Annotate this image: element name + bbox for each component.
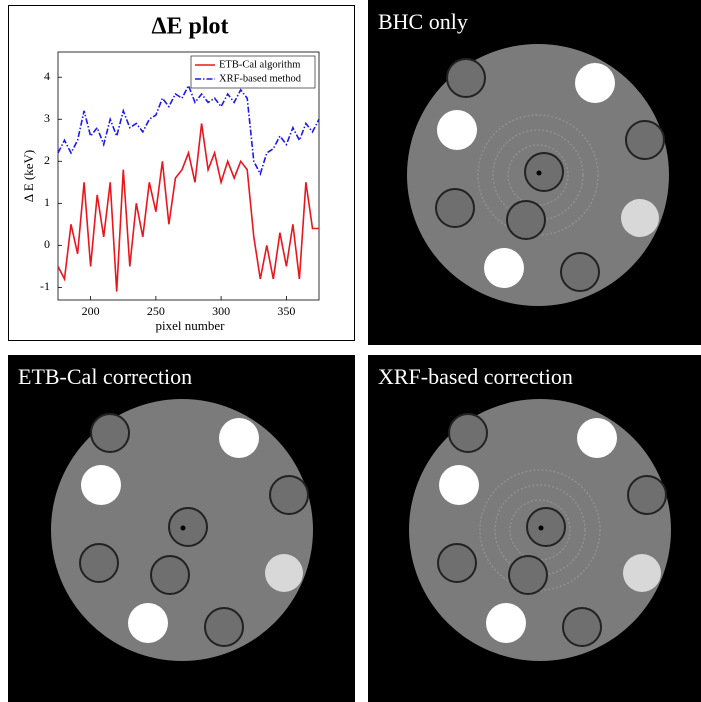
insert	[436, 189, 474, 227]
y-axis-label: Δ E (keV)	[21, 150, 36, 202]
insert	[621, 199, 659, 237]
center-dot	[181, 526, 186, 531]
insert	[563, 608, 601, 646]
insert	[484, 248, 524, 288]
insert	[81, 465, 121, 505]
chart-title: ΔE plot	[151, 14, 228, 40]
insert	[525, 153, 563, 191]
legend-label: ETB-Cal algorithm	[219, 59, 300, 70]
center-dot	[539, 526, 544, 531]
x-tick-label: 350	[277, 304, 295, 318]
panel-label: BHC only	[378, 9, 468, 34]
insert	[128, 603, 168, 643]
insert	[509, 556, 547, 594]
figure: ΔE plot pixel number Δ E (keV) 200 250 300…	[0, 0, 701, 702]
y-tick-label: 2	[44, 153, 50, 167]
panel-label: ETB-Cal correction	[18, 364, 192, 389]
x-tick-label: 250	[147, 304, 165, 318]
insert	[527, 508, 565, 546]
insert	[270, 476, 308, 514]
insert	[91, 414, 129, 452]
insert	[561, 253, 599, 291]
insert	[575, 63, 615, 103]
x-tick-label: 200	[82, 304, 100, 318]
insert	[265, 554, 303, 592]
insert	[151, 556, 189, 594]
panel-label: XRF-based correction	[378, 364, 573, 389]
x-tick-label: 300	[212, 304, 230, 318]
insert	[169, 508, 207, 546]
insert	[626, 121, 664, 159]
ct-panel: XRF-based correction	[368, 355, 701, 702]
y-tick-label: 1	[44, 195, 50, 209]
insert	[437, 110, 477, 150]
insert	[219, 418, 259, 458]
legend-label: XRF-based method	[219, 73, 302, 84]
insert	[577, 418, 617, 458]
insert	[507, 201, 545, 239]
insert	[447, 59, 485, 97]
center-dot	[537, 171, 542, 176]
insert	[205, 608, 243, 646]
x-axis-label: pixel number	[156, 318, 226, 333]
ct-panel: ETB-Cal correction	[8, 355, 355, 702]
y-tick-label: -1	[40, 279, 50, 293]
insert	[438, 544, 476, 582]
insert	[486, 603, 526, 643]
y-tick-label: 3	[44, 111, 50, 125]
insert	[623, 554, 661, 592]
insert	[449, 414, 487, 452]
y-tick-label: 0	[44, 237, 50, 251]
insert	[80, 544, 118, 582]
insert	[439, 465, 479, 505]
y-tick-label: 4	[44, 69, 50, 83]
ct-panel: BHC only	[368, 0, 701, 345]
insert	[628, 476, 666, 514]
